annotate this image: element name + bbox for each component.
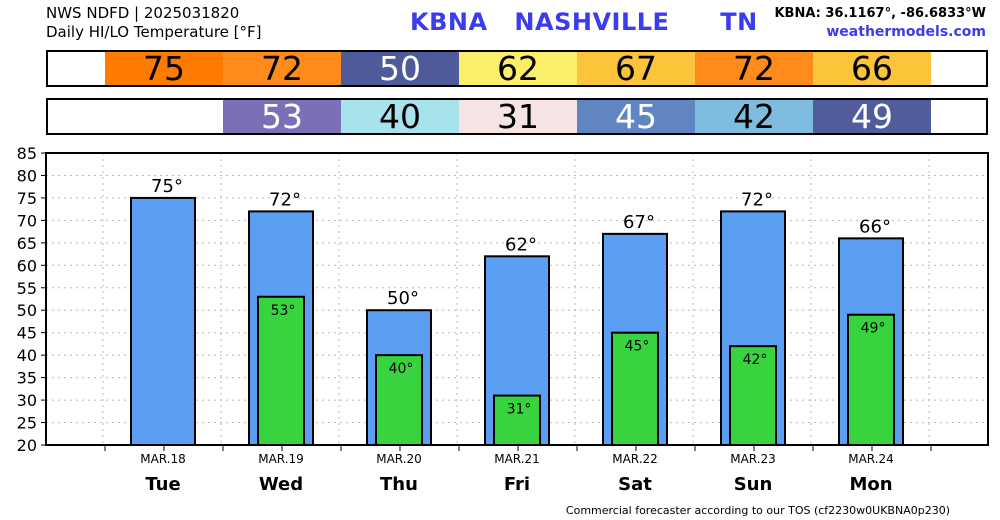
y-tick-label: 60 xyxy=(17,256,37,275)
hi-strip-cell: 50 xyxy=(341,52,459,86)
y-tick-label: 35 xyxy=(17,369,37,388)
lo-strip-cell: 49 xyxy=(813,100,931,134)
lo-bar xyxy=(375,354,423,446)
model-run-label: NWS NDFD | 2025031820 xyxy=(46,4,240,22)
hi-bar xyxy=(130,196,196,446)
y-tick-label: 25 xyxy=(17,414,37,433)
lo-strip-cell: 45 xyxy=(577,100,695,134)
y-tick-label: 80 xyxy=(17,166,37,185)
x-date-label: MAR.18 xyxy=(140,452,186,466)
lo-strip-cell: 40 xyxy=(341,100,459,134)
x-date-label: MAR.24 xyxy=(848,452,894,466)
lo-bar xyxy=(847,313,895,446)
x-day-label: Sat xyxy=(618,474,652,495)
hi-lo-bar-chart: 20 25 30 35 40 45 50 55 60 65 70 75 80 85 75° MAR.18 Tue… xyxy=(17,144,989,495)
hi-temp-strip: 75 72 50 62 67 72 66 xyxy=(46,50,988,87)
hi-value-label: 62° xyxy=(505,234,537,255)
lo-bar xyxy=(493,394,541,446)
x-day-label: Thu xyxy=(380,474,418,495)
lo-bar xyxy=(729,345,777,447)
hi-strip-cell: 67 xyxy=(577,52,695,86)
x-day-label: Tue xyxy=(145,474,180,495)
y-tick-label: 30 xyxy=(17,391,37,410)
y-tick-label: 55 xyxy=(17,279,37,298)
y-tick-label: 20 xyxy=(17,436,37,455)
hi-strip-cell: 66 xyxy=(813,52,931,86)
lo-value-label: 42° xyxy=(743,352,768,368)
y-tick-label: 65 xyxy=(17,234,37,253)
header-left: NWS NDFD | 2025031820 Daily HI/LO Temper… xyxy=(46,4,262,42)
state-code: TN xyxy=(720,8,758,36)
station-coords: KBNA: 36.1167°, -86.6833°W xyxy=(774,6,986,21)
product-label: Daily HI/LO Temperature [°F] xyxy=(46,23,262,41)
city-name: NASHVILLE xyxy=(514,8,670,36)
x-date-label: MAR.20 xyxy=(376,452,422,466)
x-date-label: MAR.22 xyxy=(612,452,658,466)
x-day-label: Sun xyxy=(734,474,773,495)
hi-value-label: 75° xyxy=(151,176,183,197)
x-day-label: Wed xyxy=(259,474,303,495)
y-tick-label: 40 xyxy=(17,346,37,365)
location-title: KBNA NASHVILLE TN xyxy=(410,8,776,36)
lo-value-label: 31° xyxy=(507,402,532,418)
hi-strip-cell: 75 xyxy=(105,52,223,86)
hi-value-label: 50° xyxy=(387,288,419,309)
lo-strip-cell: 42 xyxy=(695,100,813,134)
lo-value-label: 49° xyxy=(861,321,886,337)
y-tick-label: 75 xyxy=(17,189,37,208)
hi-value-label: 67° xyxy=(623,212,655,233)
x-day-label: Fri xyxy=(504,474,530,495)
y-tick-label: 45 xyxy=(17,324,37,343)
x-date-label: MAR.19 xyxy=(258,452,304,466)
lo-value-label: 45° xyxy=(625,339,650,355)
lo-strip-cell: 31 xyxy=(459,100,577,134)
lo-bar xyxy=(257,295,305,446)
y-tick-label: 50 xyxy=(17,301,37,320)
x-day-label: Mon xyxy=(849,474,892,495)
lo-temp-strip: 53 40 31 45 42 49 xyxy=(46,98,988,135)
y-tick-label: 70 xyxy=(17,211,37,230)
footer-note: Commercial forecaster according to our T… xyxy=(565,504,950,517)
y-tick-label: 85 xyxy=(17,144,37,163)
hi-value-label: 66° xyxy=(859,216,891,237)
hi-strip-cell: 72 xyxy=(223,52,341,86)
hi-strip-cell: 72 xyxy=(695,52,813,86)
lo-value-label: 53° xyxy=(271,303,296,319)
hi-value-label: 72° xyxy=(741,189,773,210)
lo-strip-cell: 53 xyxy=(223,100,341,134)
lo-value-label: 40° xyxy=(389,361,414,377)
lo-bar xyxy=(611,331,659,446)
hi-value-label: 72° xyxy=(269,189,301,210)
station-code: KBNA xyxy=(410,8,488,36)
x-date-label: MAR.21 xyxy=(494,452,540,466)
lo-strip-cell xyxy=(105,100,223,133)
x-date-label: MAR.23 xyxy=(730,452,776,466)
header-right: KBNA: 36.1167°, -86.6833°W weathermodels… xyxy=(774,5,986,41)
site-link[interactable]: weathermodels.com xyxy=(826,24,986,40)
hi-strip-cell: 62 xyxy=(459,52,577,86)
